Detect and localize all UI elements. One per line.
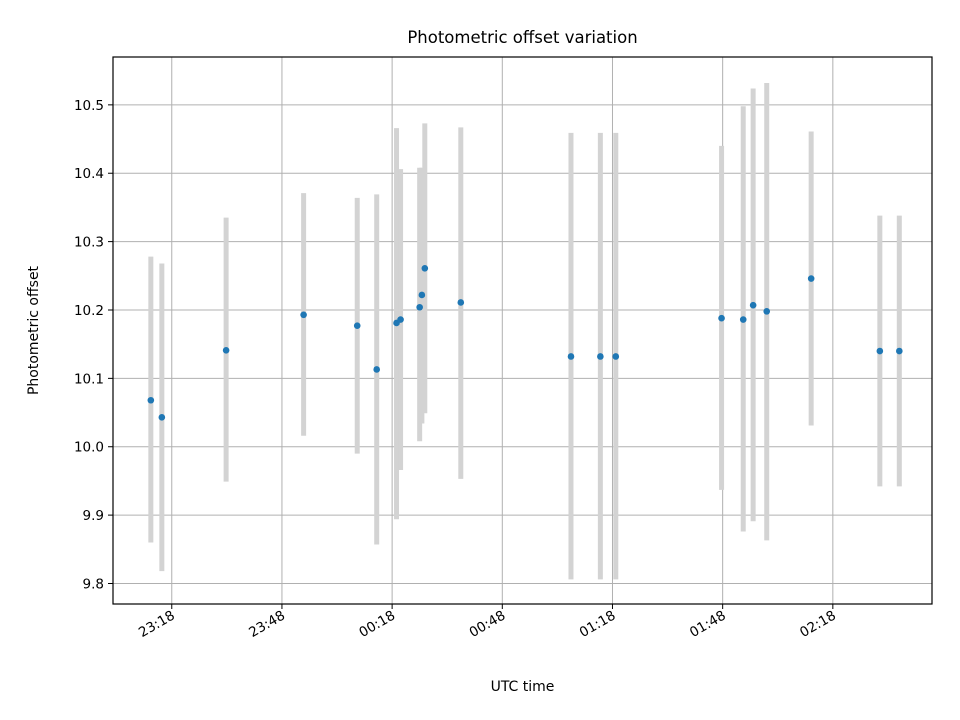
data-point — [739, 316, 747, 323]
plot-frame — [112, 56, 933, 605]
x-axis-label: UTC time — [491, 679, 555, 695]
data-point — [749, 301, 757, 309]
x-tick-label: 00:48 — [467, 608, 509, 641]
x-axis-ticks: 23:18 23:48 00:18 00:48 01:18 01:48 02:18 — [136, 604, 839, 641]
y-tick-label: 10.0 — [74, 440, 104, 456]
chart-title: Photometric offset variation — [407, 28, 637, 47]
data-point — [421, 264, 429, 272]
y-tick-label: 10.4 — [74, 166, 104, 182]
data-point — [457, 299, 465, 306]
data-point — [418, 291, 426, 299]
x-tick-label: 23:18 — [136, 608, 178, 641]
data-point — [416, 303, 423, 311]
data-point — [807, 275, 815, 282]
x-tick-label: 00:18 — [356, 608, 398, 641]
data-point — [397, 316, 404, 323]
data-point — [147, 396, 155, 404]
data-point — [876, 347, 884, 355]
x-tick-label: 01:48 — [687, 608, 729, 641]
data-point — [222, 347, 230, 354]
data-points — [147, 264, 903, 421]
y-tick-label: 10.5 — [74, 98, 104, 114]
y-tick-label: 9.9 — [83, 508, 104, 524]
error-bars — [148, 82, 902, 580]
data-point — [597, 353, 604, 360]
data-point — [763, 308, 771, 315]
data-point — [300, 311, 307, 319]
data-point — [158, 414, 166, 421]
data-point — [373, 366, 380, 373]
y-tick-label: 10.1 — [74, 371, 104, 387]
x-tick-label: 23:48 — [246, 608, 288, 641]
y-tick-label: 10.2 — [74, 303, 104, 319]
y-axis-ticks: 9.8 9.9 10.0 10.1 10.2 10.3 10.4 10.5 — [74, 98, 113, 592]
y-tick-label: 9.8 — [83, 576, 104, 592]
data-point — [353, 322, 361, 330]
x-tick-label: 02:18 — [797, 608, 839, 641]
data-point — [612, 353, 620, 360]
y-axis-label: Photometric offset — [26, 265, 42, 395]
data-point — [718, 314, 725, 322]
data-point — [896, 347, 903, 355]
y-tick-label: 10.3 — [74, 235, 104, 251]
x-tick-label: 01:18 — [577, 608, 619, 641]
data-point — [567, 353, 575, 360]
